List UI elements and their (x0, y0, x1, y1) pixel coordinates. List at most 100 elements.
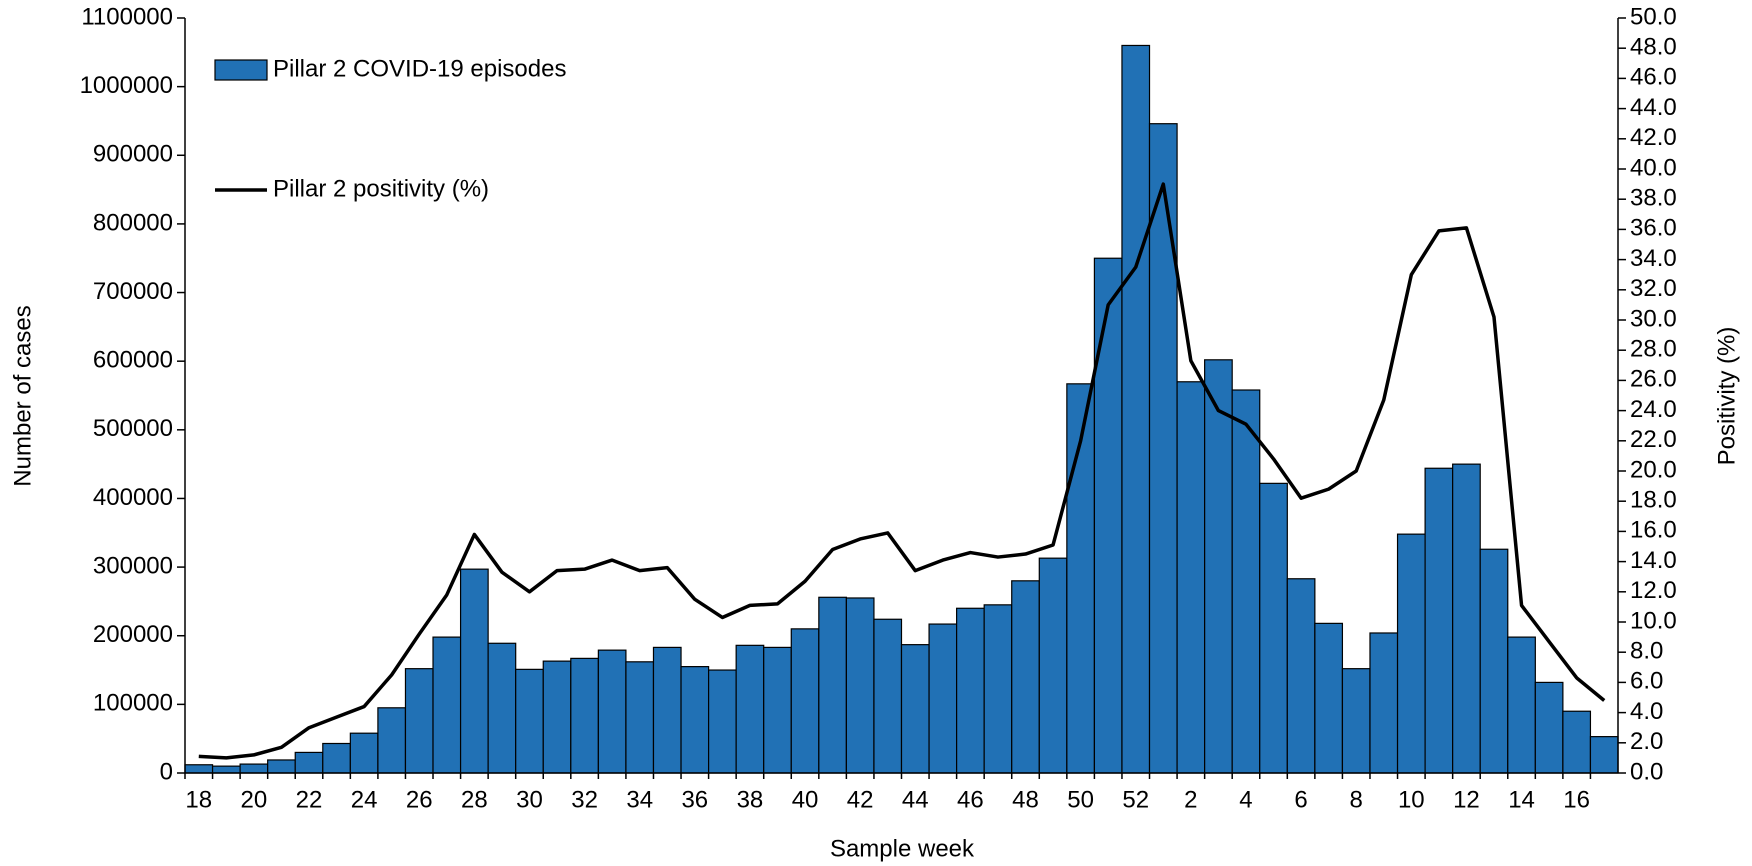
x-tick-label: 12 (1453, 786, 1480, 813)
bar (1369, 632, 1399, 774)
bar (1507, 636, 1536, 774)
y2-tick-label: 44.0 (1630, 94, 1677, 121)
x-tick-label: 6 (1294, 786, 1307, 813)
y-tick-label: 400000 (93, 484, 173, 511)
bar (1314, 622, 1344, 774)
y-tick-label: 900000 (93, 141, 173, 168)
bar (570, 657, 599, 774)
bar (873, 618, 903, 774)
x-tick-label: 4 (1239, 786, 1252, 813)
y2-tick-label: 32.0 (1630, 275, 1677, 302)
x-tick-label: 8 (1350, 786, 1363, 813)
bar (763, 646, 792, 774)
bar (983, 604, 1013, 774)
legend-swatch (214, 59, 268, 81)
bar (294, 751, 324, 774)
bar (322, 742, 351, 774)
x-tick-label: 50 (1067, 786, 1094, 813)
x-tick-label: 10 (1398, 786, 1425, 813)
bar (1066, 383, 1096, 774)
y2-tick-label: 38.0 (1630, 185, 1677, 212)
y-tick-label: 0 (160, 758, 173, 785)
bar (1341, 668, 1371, 774)
bar (377, 707, 407, 774)
y-tick-label: 1000000 (80, 72, 173, 99)
x-tick-label: 22 (296, 786, 323, 813)
y2-tick-label: 42.0 (1630, 124, 1677, 151)
bar (1479, 548, 1509, 774)
bar (1093, 257, 1123, 774)
bar (1589, 736, 1619, 774)
y2-axis-label: Positivity (%) (1713, 327, 1740, 466)
y2-tick-label: 0.0 (1630, 758, 1663, 785)
bar (652, 646, 682, 774)
y2-tick-label: 14.0 (1630, 547, 1677, 574)
bar (1231, 389, 1261, 774)
x-tick-label: 40 (792, 786, 819, 813)
bar (404, 668, 434, 774)
x-tick-label: 38 (737, 786, 764, 813)
bar (459, 568, 489, 774)
x-tick-label: 28 (461, 786, 488, 813)
bar (1148, 123, 1178, 774)
y2-tick-label: 40.0 (1630, 154, 1677, 181)
bar (542, 660, 572, 774)
y-tick-label: 700000 (93, 278, 173, 305)
y-tick-label: 100000 (93, 690, 173, 717)
bar (267, 759, 296, 774)
bar (956, 607, 985, 774)
bar (1286, 578, 1316, 774)
bar (211, 765, 241, 774)
x-tick-label: 2 (1184, 786, 1197, 813)
x-tick-label: 34 (626, 786, 653, 813)
bar (928, 623, 958, 774)
line (198, 182, 1606, 760)
bar (1011, 580, 1040, 774)
x-tick-label: 30 (516, 786, 543, 813)
bar (1534, 681, 1564, 774)
bar (1121, 44, 1151, 774)
y2-tick-label: 18.0 (1630, 487, 1677, 514)
y2-tick-label: 22.0 (1630, 426, 1677, 453)
bar (1176, 381, 1206, 774)
y-tick-label: 600000 (93, 347, 173, 374)
bar (1038, 557, 1068, 774)
bar (845, 597, 875, 774)
y2-tick-label: 26.0 (1630, 366, 1677, 393)
y-tick-label: 800000 (93, 209, 173, 236)
y2-tick-label: 2.0 (1630, 728, 1663, 755)
bar (818, 596, 847, 774)
y2-tick-label: 12.0 (1630, 577, 1677, 604)
y-tick-label: 1100000 (81, 3, 173, 30)
bar (239, 763, 269, 774)
x-tick-label: 48 (1012, 786, 1039, 813)
bar (1562, 710, 1592, 774)
bar (900, 644, 930, 774)
y2-tick-label: 34.0 (1630, 245, 1677, 272)
y2-tick-label: 8.0 (1630, 638, 1663, 665)
x-tick-label: 42 (847, 786, 874, 813)
y2-tick-label: 10.0 (1630, 607, 1677, 634)
y2-tick-label: 16.0 (1630, 517, 1677, 544)
y2-tick-label: 28.0 (1630, 336, 1677, 363)
x-tick-label: 14 (1508, 786, 1535, 813)
x-tick-label: 24 (351, 786, 378, 813)
y2-tick-label: 4.0 (1630, 698, 1663, 725)
legend-label: Pillar 2 COVID-19 episodes (273, 55, 566, 82)
y2-tick-label: 24.0 (1630, 396, 1677, 423)
bar (349, 732, 379, 774)
bar (1424, 467, 1454, 774)
bar (1452, 463, 1481, 774)
x-tick-label: 44 (902, 786, 929, 813)
y-tick-label: 300000 (93, 552, 173, 579)
y-tick-label: 500000 (93, 415, 173, 442)
y2-tick-label: 50.0 (1630, 3, 1677, 30)
x-tick-label: 20 (241, 786, 268, 813)
x-tick-label: 52 (1122, 786, 1149, 813)
y2-tick-label: 30.0 (1630, 305, 1677, 332)
bar (487, 642, 517, 774)
bar (597, 649, 627, 774)
bar (680, 666, 710, 774)
y2-tick-label: 46.0 (1630, 64, 1677, 91)
bar (1204, 359, 1233, 774)
